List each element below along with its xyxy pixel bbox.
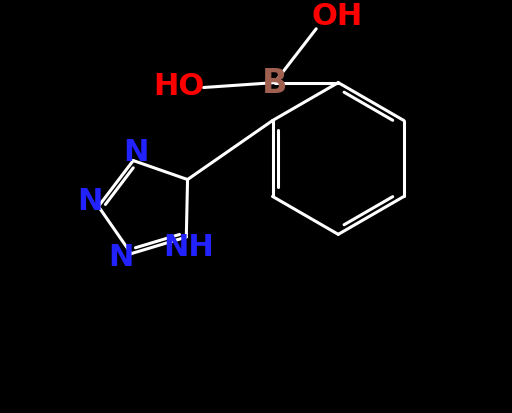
Text: HO: HO — [154, 71, 205, 100]
Text: B: B — [262, 67, 287, 100]
Text: N: N — [108, 242, 133, 271]
Text: OH: OH — [311, 2, 362, 31]
Text: NH: NH — [163, 233, 214, 262]
Text: N: N — [123, 138, 148, 167]
Text: N: N — [77, 187, 102, 216]
